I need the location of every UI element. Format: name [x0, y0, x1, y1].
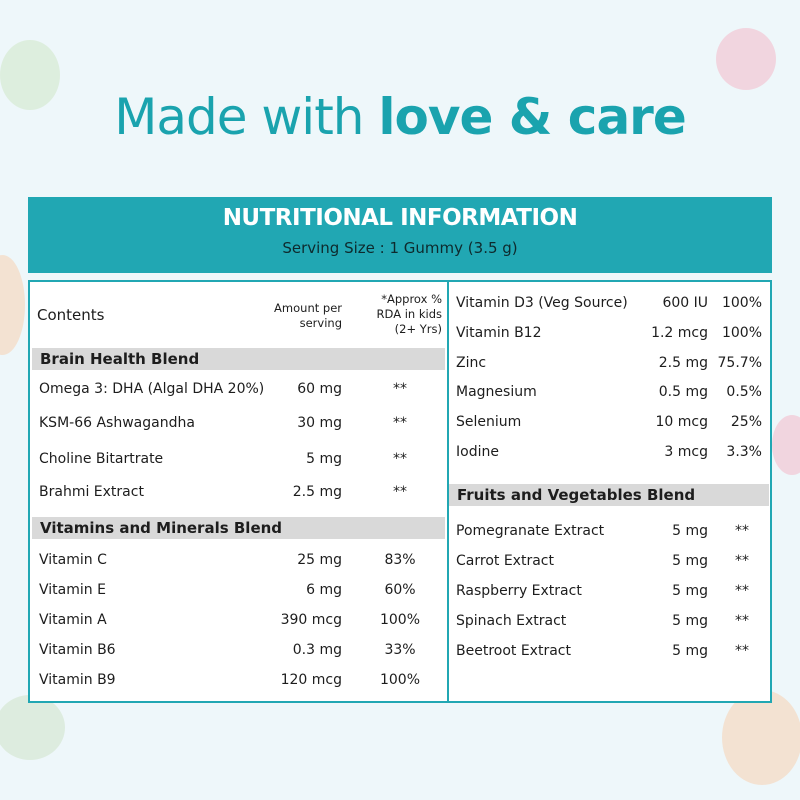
left-row-1-name: KSM-66 Ashwagandha [39, 415, 195, 431]
beetroot-decoration [716, 28, 776, 90]
left-row-5-name: Vitamin E [39, 582, 106, 598]
right-row-7-amount: 5 mg [672, 553, 708, 569]
left-row-2-rda: ** [393, 451, 407, 467]
right-row-1-name: Vitamin B12 [456, 325, 542, 341]
left-row-7-rda: 33% [384, 642, 416, 658]
rda-header: *Approx % RDA in kids (2+ Yrs) [376, 292, 442, 336]
right-row-1-rda: 100% [721, 325, 762, 341]
page-title: Made with love & care [0, 88, 800, 146]
carrot-bottom-decoration [722, 690, 800, 785]
left-row-2-amount: 5 mg [306, 451, 342, 467]
left-row-1-rda: ** [393, 415, 407, 431]
left-row-4-name: Vitamin C [39, 552, 107, 568]
right-row-2-amount: 2.5 mg [658, 355, 708, 371]
right-row-9-amount: 5 mg [672, 613, 708, 629]
spinach-decoration [0, 695, 65, 760]
serving-size: Serving Size : 1 Gummy (3.5 g) [282, 239, 518, 257]
title-bold: love & care [378, 88, 686, 146]
section-fruits-vegetables: Fruits and Vegetables Blend [449, 484, 769, 506]
right-row-2-name: Zinc [456, 355, 487, 371]
left-row-0-rda: ** [393, 381, 407, 397]
column-divider [447, 282, 449, 701]
right-row-9-rda: ** [735, 613, 749, 629]
amount-header: Amount per serving [274, 301, 342, 330]
left-row-8-name: Vitamin B9 [39, 672, 116, 688]
right-row-6-name: Pomegranate Extract [456, 523, 605, 539]
right-row-10-name: Beetroot Extract [456, 643, 571, 659]
right-row-8-rda: ** [735, 583, 749, 599]
right-row-4-amount: 10 mcg [655, 414, 709, 430]
left-row-6-rda: 100% [379, 612, 421, 628]
left-row-3-rda: ** [393, 484, 407, 500]
left-row-4-rda: 83% [384, 552, 416, 568]
right-row-0-rda: 100% [721, 295, 762, 311]
left-row-8-amount: 120 mcg [280, 672, 342, 688]
left-row-0-amount: 60 mg [297, 381, 342, 397]
right-row-4-name: Selenium [456, 414, 522, 430]
left-row-6-amount: 390 mcg [280, 612, 342, 628]
right-row-10-amount: 5 mg [672, 643, 708, 659]
right-row-3-rda: 0.5% [726, 384, 762, 400]
nutrition-banner: NUTRITIONAL INFORMATION Serving Size : 1… [28, 197, 772, 273]
section-vitamins-minerals: Vitamins and Minerals Blend [32, 517, 445, 539]
beetroot-side-decoration [772, 415, 800, 475]
right-row-6-rda: ** [735, 523, 749, 539]
right-row-7-name: Carrot Extract [456, 553, 554, 569]
right-row-0-name: Vitamin D3 (Veg Source) [456, 295, 628, 311]
right-row-6-amount: 5 mg [672, 523, 708, 539]
right-row-1-amount: 1.2 mcg [651, 325, 708, 341]
right-row-10-rda: ** [735, 643, 749, 659]
left-row-5-amount: 6 mg [306, 582, 342, 598]
right-row-7-rda: ** [735, 553, 749, 569]
left-row-3-amount: 2.5 mg [292, 484, 342, 500]
section-brain-health: Brain Health Blend [32, 348, 445, 370]
right-row-5-name: Iodine [456, 444, 499, 460]
nutrition-table: Contents Amount per serving *Approx % RD… [28, 280, 772, 703]
left-row-2-name: Choline Bitartrate [39, 451, 164, 467]
left-row-1-amount: 30 mg [297, 415, 342, 431]
left-row-5-rda: 60% [384, 582, 416, 598]
left-row-6-name: Vitamin A [39, 612, 107, 628]
left-row-7-amount: 0.3 mg [292, 642, 342, 658]
right-row-0-amount: 600 IU [662, 295, 708, 311]
banner-heading: NUTRITIONAL INFORMATION [222, 205, 578, 231]
right-row-9-name: Spinach Extract [456, 613, 567, 629]
right-row-3-amount: 0.5 mg [658, 384, 708, 400]
left-row-4-amount: 25 mg [297, 552, 342, 568]
right-row-8-amount: 5 mg [672, 583, 708, 599]
left-row-7-name: Vitamin B6 [39, 642, 116, 658]
left-row-0-name: Omega 3: DHA (Algal DHA 20%) [39, 381, 265, 397]
right-row-3-name: Magnesium [456, 384, 537, 400]
right-row-4-rda: 25% [730, 414, 762, 430]
right-row-5-amount: 3 mcg [664, 444, 708, 460]
carrot-decoration [0, 255, 25, 355]
title-light: Made with [114, 88, 379, 146]
left-row-3-name: Brahmi Extract [39, 484, 144, 500]
right-row-8-name: Raspberry Extract [456, 583, 582, 599]
right-row-2-rda: 75.7% [717, 355, 762, 371]
leaf-decoration [0, 40, 60, 110]
right-row-5-rda: 3.3% [726, 444, 762, 460]
left-row-8-rda: 100% [379, 672, 421, 688]
contents-header: Contents [37, 306, 105, 324]
